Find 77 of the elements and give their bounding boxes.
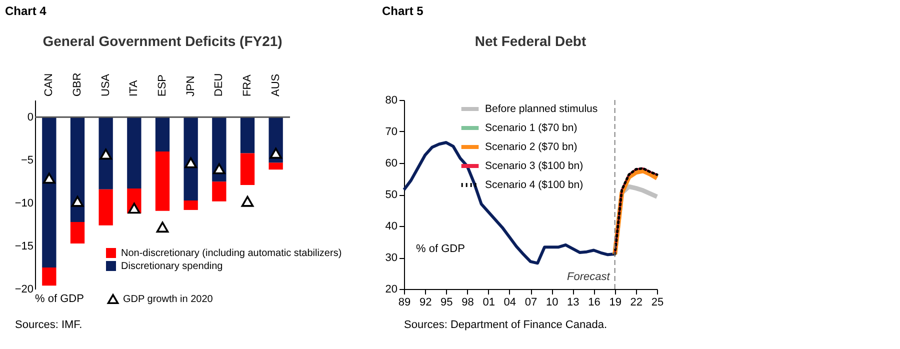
point <box>43 172 56 184</box>
x-tick-label: 19 <box>609 296 622 308</box>
x-tick-label: CAN <box>43 73 56 96</box>
x-tick-label: JPN <box>184 76 197 96</box>
y-tick-label: 60 <box>385 158 398 170</box>
y-tick-label: 40 <box>385 220 398 232</box>
x-tick-label: 01 <box>482 296 495 308</box>
bar <box>155 152 170 211</box>
bar <box>268 162 283 170</box>
legend-label: Scenario 1 ($70 bn) <box>485 122 578 134</box>
point <box>213 163 226 174</box>
x-tick-label: 95 <box>440 296 453 308</box>
y-tick-label: 30 <box>385 252 398 264</box>
x-tick-label: 07 <box>524 296 538 308</box>
x-tick-label: 25 <box>651 296 664 308</box>
chart-title: Net Federal Debt <box>474 33 586 49</box>
x-tick-label: DEU <box>213 73 226 96</box>
bar <box>70 117 85 222</box>
source-note: Sources: Department of Finance Canada. <box>404 319 608 331</box>
y-tick-label: −15 <box>14 240 34 253</box>
legend-label: Scenario 4 ($100 bn) <box>485 179 584 191</box>
x-tick-label: FRA <box>242 74 254 96</box>
x-tick-label: 16 <box>588 296 600 308</box>
legend-label: Scenario 2 ($70 bn) <box>485 141 578 153</box>
x-tick-label: 04 <box>504 296 516 308</box>
bar <box>212 117 226 182</box>
legend-label: Before planned stimulus <box>485 103 598 115</box>
x-tick-label: ITA <box>128 80 140 96</box>
source-note: Sources: IMF. <box>15 319 82 331</box>
bar <box>98 189 113 226</box>
x-tick-label: 10 <box>546 296 558 308</box>
x-tick-label: ESP <box>156 74 168 96</box>
y-tick-label: −5 <box>20 154 34 167</box>
x-tick-label: AUS <box>270 74 282 96</box>
point <box>241 196 254 207</box>
point <box>184 157 197 168</box>
legend-label: Discretionary spending <box>121 261 223 272</box>
caption: Chart 4 <box>5 4 47 18</box>
x-tick-label: 98 <box>462 296 474 308</box>
bar <box>212 182 226 202</box>
x-tick-label: GBR <box>72 72 84 96</box>
annotation: % of GDP <box>416 243 465 255</box>
ref-line-label: Forecast <box>567 271 611 283</box>
bar <box>184 117 198 201</box>
point <box>156 222 169 233</box>
x-tick-label: 22 <box>630 296 643 308</box>
chart-title: General Government Deficits (FY21) <box>42 33 282 49</box>
bar <box>127 117 142 188</box>
point <box>71 196 84 207</box>
caption: Chart 5 <box>382 4 424 18</box>
x-tick-label: USA <box>100 73 112 96</box>
y-tick-label: 70 <box>385 126 398 138</box>
point <box>270 148 282 159</box>
x-tick-label: 92 <box>419 296 432 308</box>
bar <box>98 117 113 190</box>
line-series <box>402 141 616 265</box>
bar <box>70 222 85 244</box>
y-tick-label: 20 <box>385 284 398 296</box>
bar <box>155 117 170 152</box>
bar <box>184 200 198 210</box>
bar <box>42 117 56 268</box>
legend-label: Scenario 3 ($100 bn) <box>485 160 584 172</box>
x-tick-label: 89 <box>398 296 411 308</box>
y-tick-label: −20 <box>14 284 34 296</box>
bar <box>240 117 255 154</box>
text: % of GDP <box>35 293 84 305</box>
y-tick-label: −10 <box>14 198 34 210</box>
y-tick-label: 80 <box>385 94 398 106</box>
point <box>100 148 112 160</box>
x-tick-label: 13 <box>567 296 580 308</box>
bar <box>42 268 56 286</box>
point <box>128 202 140 214</box>
y-tick-label: 0 <box>27 112 34 124</box>
legend-label: Non-discretionary (including automatic stabilizers) <box>121 248 342 259</box>
legend-label: GDP growth in 2020 <box>123 294 214 305</box>
bar <box>240 153 255 186</box>
y-tick-label: 50 <box>385 189 398 201</box>
